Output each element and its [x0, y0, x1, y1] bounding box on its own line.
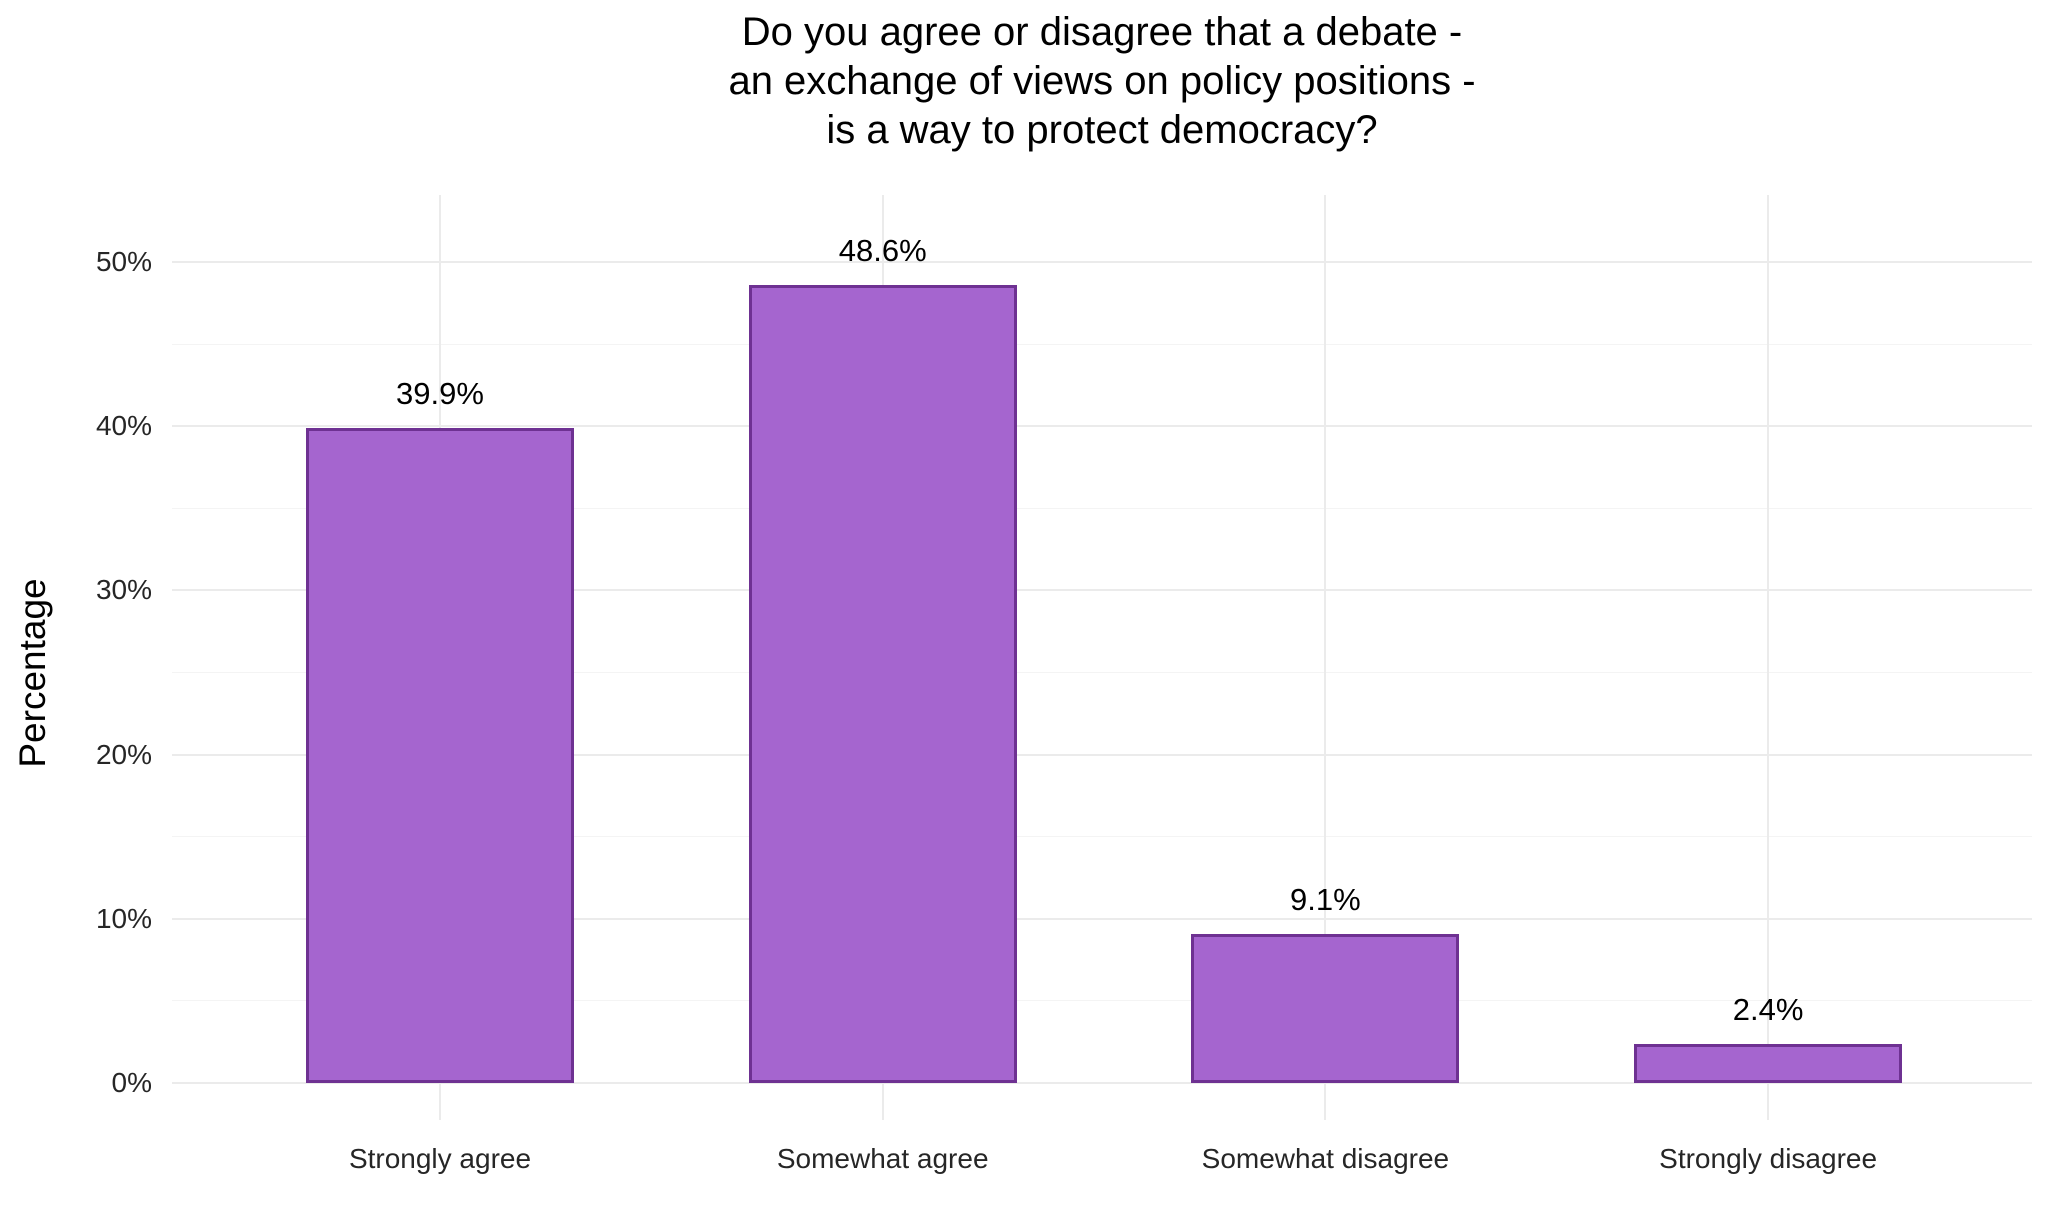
x-axis-label-somewhat-disagree: Somewhat disagree — [1201, 1143, 1450, 1174]
grid-line-minor — [172, 1000, 2032, 1002]
x-axis-label-somewhat-agree: Somewhat agree — [776, 1143, 989, 1174]
chart-title: Do you agree or disagree that a debate -… — [172, 8, 2032, 155]
bar-strongly-agree — [306, 427, 574, 1083]
y-tick-label: 30% — [95, 574, 152, 606]
bar-strongly-disagree — [1634, 1043, 1903, 1083]
x-axis-label-strongly-agree: Strongly agree — [348, 1143, 532, 1174]
grid-line-major — [172, 425, 2032, 428]
grid-line-major — [172, 917, 2032, 920]
y-tick-label: 0% — [111, 1067, 152, 1098]
category-grid-line — [1767, 195, 1770, 1120]
chart-title-line-1: Do you agree or disagree that a debate - — [741, 10, 1463, 54]
chart-title-line-2: an exchange of views on policy positions… — [728, 59, 1476, 103]
grid-line-minor — [172, 343, 2032, 345]
grid-line-major — [172, 589, 2032, 592]
chart-title-line-3: is a way to protect democracy? — [826, 108, 1378, 152]
value-label-strongly-disagree: 2.4% — [1732, 991, 1804, 1027]
value-label-strongly-agree: 39.9% — [396, 375, 484, 411]
y-tick-label: 10% — [95, 902, 152, 934]
value-label-somewhat-disagree: 9.1% — [1290, 881, 1361, 917]
bar-somewhat-disagree — [1191, 933, 1460, 1083]
grid-line-major — [172, 1082, 2032, 1084]
category-grid-line — [1324, 195, 1327, 1120]
grid-line-major — [172, 261, 2032, 263]
bar-somewhat-agree — [748, 284, 1017, 1083]
grid-line-major — [172, 753, 2032, 756]
value-label-somewhat-agree: 48.6% — [838, 232, 927, 268]
grid-line-minor — [172, 507, 2032, 509]
x-axis-label-strongly-disagree: Strongly disagree — [1659, 1143, 1878, 1174]
y-tick-label: 20% — [95, 738, 152, 770]
y-tick-label: 40% — [95, 410, 152, 442]
grid-line-minor — [172, 672, 2032, 673]
grid-line-minor — [172, 836, 2032, 838]
y-axis-title: Percentage — [12, 578, 53, 768]
y-tick-label: 50% — [95, 246, 152, 277]
